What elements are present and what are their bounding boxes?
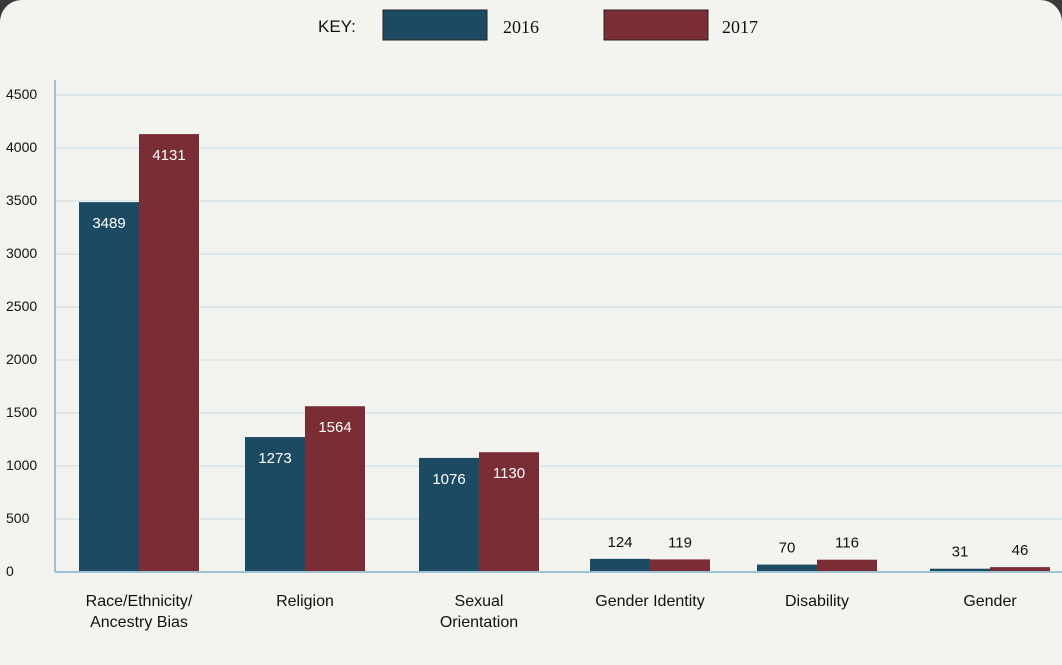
legend: KEY: 2016 2017 — [318, 9, 758, 41]
y-tick-label: 4500 — [6, 86, 37, 102]
y-tick-label: 3000 — [6, 245, 37, 261]
data-label-2016: 70 — [779, 540, 796, 557]
y-tick-label: 500 — [6, 510, 30, 526]
bar-2017 — [990, 567, 1050, 572]
data-label-2016: 124 — [607, 534, 632, 551]
legend-swatch-2017 — [603, 9, 709, 41]
bar-2016 — [419, 457, 479, 572]
bar-2017 — [479, 452, 539, 572]
bar-2016 — [245, 437, 305, 572]
y-tick-label: 0 — [6, 563, 14, 579]
y-tick-label: 2000 — [6, 351, 37, 367]
bar-2017 — [650, 559, 710, 572]
category-label: Religion — [276, 593, 334, 610]
bar-2016 — [930, 568, 990, 572]
category-label: Race/Ethnicity/Ancestry Bias — [86, 593, 193, 631]
x-axis: Race/Ethnicity/Ancestry Bias Religion Sexu… — [55, 571, 1062, 631]
y-tick-label: 3500 — [6, 192, 37, 208]
data-label-2017: 116 — [835, 535, 859, 552]
bar-2017 — [139, 134, 199, 572]
gridlines — [55, 94, 1062, 520]
data-label-2017: 46 — [1012, 542, 1029, 559]
y-tick-label: 2500 — [6, 298, 37, 314]
bars — [79, 134, 1050, 572]
category-label: Gender — [963, 593, 1017, 610]
legend-label-2017: 2017 — [722, 17, 758, 37]
category-label: Sexual Orientation — [440, 593, 518, 631]
bar-2016 — [590, 558, 650, 572]
data-labels: 3489 4131 1273 1564 1076 1130 124 119 70 116 31 46 — [92, 147, 1028, 561]
y-tick-label: 4000 — [6, 139, 37, 155]
category-label-line: Orientation — [440, 614, 518, 631]
category-label-line: Religion — [276, 593, 334, 610]
category-label-line: Race/Ethnicity/ — [86, 593, 193, 610]
bar-2016 — [757, 564, 817, 572]
bar-2016 — [79, 202, 139, 572]
category-label-line: Sexual — [455, 593, 504, 610]
y-tick-label: 1000 — [6, 457, 37, 473]
category-label-line: Ancestry Bias — [90, 614, 188, 631]
legend-title: KEY: — [318, 17, 356, 36]
data-label-2017: 119 — [668, 534, 692, 551]
data-label-2016: 1273 — [258, 450, 291, 467]
data-label-2016: 3489 — [92, 215, 125, 232]
category-label-line: Disability — [785, 593, 849, 610]
category-label: Gender Identity — [595, 593, 704, 610]
legend-label-2016: 2016 — [503, 17, 539, 37]
legend-swatch-2016 — [382, 9, 488, 41]
data-label-2016: 31 — [952, 544, 969, 561]
y-axis: 0 500 1000 1500 2000 2500 3000 3500 4000 4500 — [6, 80, 56, 579]
category-label-line: Gender — [963, 593, 1017, 610]
category-label: Disability — [785, 593, 849, 610]
category-label-line: Gender Identity — [595, 593, 704, 610]
data-label-2017: 4131 — [152, 147, 185, 164]
y-tick-label: 1500 — [6, 404, 37, 420]
data-label-2017: 1130 — [493, 465, 525, 482]
data-label-2017: 1564 — [318, 419, 351, 436]
data-label-2016: 1076 — [432, 471, 465, 488]
bar-2017 — [305, 406, 365, 572]
bar-2017 — [817, 559, 877, 572]
